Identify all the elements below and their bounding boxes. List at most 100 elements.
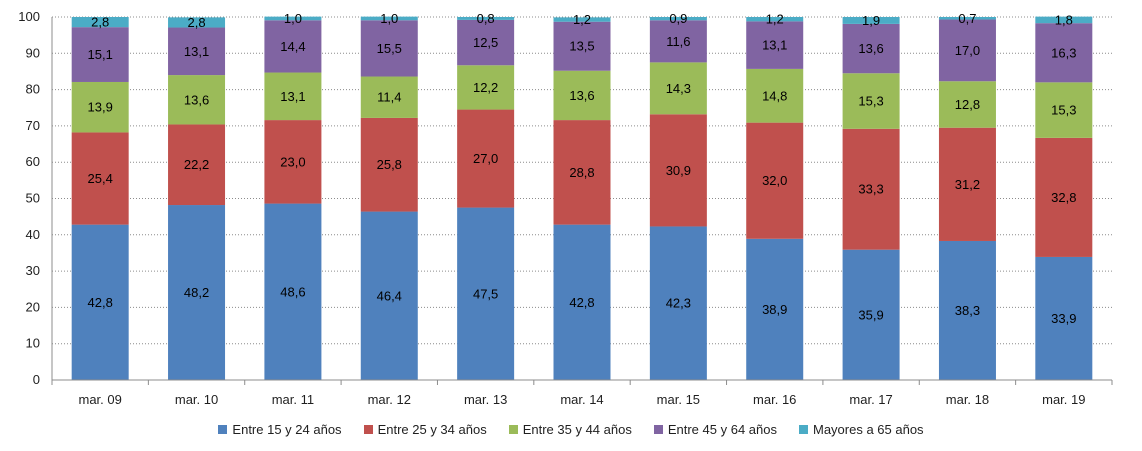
data-label: 17,0 <box>955 43 980 58</box>
legend-label: Entre 25 y 34 años <box>377 421 487 437</box>
bar-segment <box>842 23 900 74</box>
bar-segment <box>746 17 804 22</box>
x-tick-label: mar. 10 <box>175 392 218 407</box>
legend-swatch <box>508 424 518 434</box>
bar-segment <box>457 19 515 66</box>
data-label: 11,4 <box>377 90 401 105</box>
bar-segment <box>71 132 129 225</box>
data-label: 31,2 <box>955 177 980 192</box>
bar-segment <box>649 20 707 63</box>
bar-segment <box>553 120 611 225</box>
bar-segment <box>457 109 515 208</box>
data-label: 33,9 <box>1051 311 1076 326</box>
data-label: 2,8 <box>91 15 109 30</box>
bar-segment <box>553 70 611 121</box>
bar-segment <box>746 21 804 69</box>
bar-segment <box>746 68 804 123</box>
bar-segment <box>649 114 707 227</box>
bar-segment <box>168 205 226 380</box>
bar-segment <box>71 27 129 82</box>
data-label: 13,6 <box>569 88 594 103</box>
data-label: 32,0 <box>762 173 787 188</box>
data-label: 48,2 <box>184 285 209 300</box>
data-label: 15,3 <box>1051 103 1076 118</box>
y-tick-label: 10 <box>26 336 40 351</box>
x-tick-label: mar. 13 <box>464 392 507 407</box>
legend-item: Entre 15 y 24 años <box>218 421 342 437</box>
legend-label: Entre 35 y 44 años <box>522 421 632 437</box>
data-label: 25,8 <box>377 157 402 172</box>
bar-segment <box>457 207 515 380</box>
bar-segment <box>938 17 996 20</box>
data-label: 1,0 <box>380 11 398 26</box>
bar-segment <box>168 124 226 206</box>
bar-segment <box>842 73 900 129</box>
data-label: 13,5 <box>569 39 594 54</box>
bar-segment <box>938 81 996 128</box>
data-label: 14,3 <box>666 81 691 96</box>
bar-segment <box>457 17 515 20</box>
bar-segment <box>746 238 804 380</box>
data-label: 12,5 <box>473 35 498 50</box>
bar-segment <box>168 75 226 125</box>
data-label: 0,7 <box>958 11 976 26</box>
data-label: 13,6 <box>858 41 883 56</box>
y-tick-label: 90 <box>26 45 40 60</box>
bar-segment <box>168 17 226 28</box>
legend-swatch <box>218 424 228 434</box>
bar-segment <box>264 72 322 121</box>
legend-label: Mayores a 65 años <box>812 421 924 437</box>
bar-segment <box>71 17 129 28</box>
data-label: 1,9 <box>862 13 880 28</box>
bar-segment <box>842 249 900 380</box>
data-label: 46,4 <box>377 288 402 303</box>
data-label: 32,8 <box>1051 190 1076 205</box>
data-label: 38,3 <box>955 303 980 318</box>
x-tick-label: mar. 12 <box>368 392 411 407</box>
legend-swatch <box>653 424 663 434</box>
chart-legend: Entre 15 y 24 años Entre 25 y 34 años Entr… <box>0 418 1142 440</box>
data-label: 14,4 <box>280 39 305 54</box>
bar-segment <box>553 21 611 71</box>
bar-segment <box>649 226 707 380</box>
bar-segment <box>1035 82 1093 138</box>
y-tick-label: 50 <box>26 191 40 206</box>
data-label: 14,8 <box>762 88 787 103</box>
data-label: 12,2 <box>473 80 498 95</box>
bar-segment <box>71 81 129 133</box>
bar-segment <box>360 76 418 118</box>
y-tick-label: 0 <box>33 372 40 387</box>
bar-segment <box>1035 137 1093 257</box>
x-tick-label: mar. 19 <box>1042 392 1085 407</box>
legend-item: Entre 45 y 64 años <box>653 421 777 437</box>
y-tick-label: 60 <box>26 154 40 169</box>
data-label: 15,1 <box>88 47 113 62</box>
data-label: 0,9 <box>669 11 687 26</box>
x-tick-label: mar. 18 <box>946 392 989 407</box>
legend-swatch <box>363 424 373 434</box>
data-label: 42,8 <box>88 295 113 310</box>
bar-segment <box>649 17 707 21</box>
data-label: 42,3 <box>666 296 691 311</box>
bar-segment <box>553 17 611 22</box>
bar-segment <box>938 19 996 82</box>
legend-item: Entre 35 y 44 años <box>508 421 632 437</box>
y-tick-label: 30 <box>26 263 40 278</box>
bar-segment <box>71 224 129 380</box>
data-label: 0,8 <box>477 11 495 26</box>
legend-label: Entre 45 y 64 años <box>667 421 777 437</box>
legend-item: Mayores a 65 años <box>798 421 924 437</box>
legend-label: Entre 15 y 24 años <box>232 421 342 437</box>
data-label: 2,8 <box>188 15 206 30</box>
bar-segment <box>264 203 322 380</box>
data-label: 12,8 <box>955 97 980 112</box>
x-tick-label: mar. 11 <box>272 392 314 407</box>
data-label: 38,9 <box>762 302 787 317</box>
x-tick-label: mar. 16 <box>753 392 796 407</box>
legend-swatch <box>798 424 808 434</box>
data-label: 1,2 <box>573 12 591 27</box>
data-label: 11,6 <box>666 34 690 49</box>
data-label: 48,6 <box>280 284 305 299</box>
bar-segment <box>938 127 996 241</box>
